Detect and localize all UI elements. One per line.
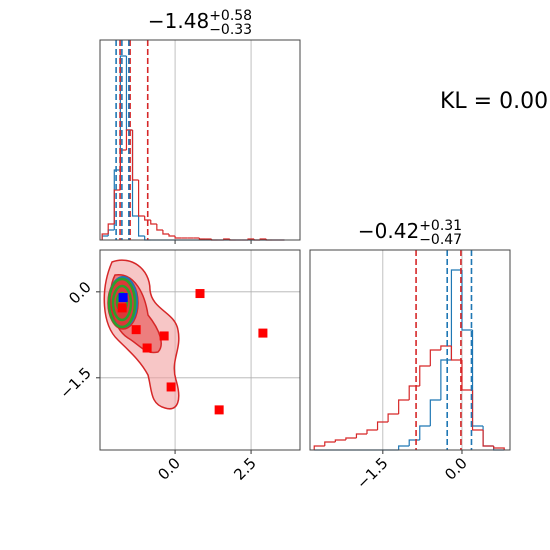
marker [195, 289, 205, 299]
hist-bin [131, 130, 139, 217]
hist-bin [174, 236, 182, 239]
axes-frame [99, 249, 301, 451]
hist-bin [440, 359, 452, 400]
hist-bin [450, 346, 462, 361]
marker [258, 328, 268, 338]
hist-bin [429, 399, 441, 426]
hist-bin [461, 270, 473, 331]
hist-bin [482, 430, 494, 447]
hist-bin [107, 229, 115, 236]
hist-bin [345, 437, 357, 440]
hist-bin [482, 426, 494, 447]
hist-bin [313, 445, 325, 450]
hist-bin [398, 399, 410, 414]
y-tick-label: 0.0 [65, 278, 95, 308]
panel-title: −0.42+0.31 −0.47 [358, 218, 462, 248]
x-tick-label: 0.0 [154, 454, 184, 484]
marker [159, 331, 169, 341]
marker [142, 343, 152, 353]
title-value: −0.42 [358, 219, 419, 243]
panel: −1.5 0.0 [313, 250, 505, 493]
hist-bin [334, 439, 346, 442]
hist-bin [366, 429, 378, 434]
hist-bin [131, 130, 139, 181]
hist-bin [376, 421, 389, 430]
hist-bin [440, 345, 452, 350]
title-lower: −0.33 [209, 22, 252, 38]
hist-bin [162, 230, 169, 235]
hist-bin [450, 269, 462, 360]
hist-bin [398, 445, 410, 450]
title-upper: +0.58 [209, 8, 252, 24]
hist-bin [471, 390, 484, 431]
x-tick-label: 2.5 [230, 454, 260, 484]
title-lower: −0.47 [419, 232, 462, 248]
hist-bin [198, 238, 206, 240]
hist-bin [461, 360, 473, 391]
marker [214, 405, 224, 415]
hist-bin [168, 234, 176, 237]
hist-bin [408, 439, 420, 446]
hist-bin [355, 433, 367, 438]
x-tick-label: 0.0 [441, 454, 471, 484]
axes-frame [309, 249, 511, 451]
contour-green [107, 277, 137, 329]
axes-frame [99, 39, 301, 241]
hist-bin [408, 385, 420, 400]
hist-bin [156, 224, 163, 231]
hist-bin [493, 446, 505, 450]
hist-bin [107, 223, 115, 234]
hist-bin [471, 330, 484, 427]
hist-bin [101, 235, 109, 240]
hist-bin [150, 220, 157, 225]
hist-bin [144, 216, 151, 221]
title-value: −1.48 [148, 9, 209, 33]
marker [117, 303, 127, 313]
panel-title: −1.48+0.58 −0.33 [148, 8, 252, 38]
hist-bin [138, 216, 145, 237]
hist-bin [113, 189, 121, 224]
marker [166, 382, 176, 392]
marker [131, 325, 141, 335]
title-upper: +0.31 [419, 218, 462, 234]
kl-annotation: KL = 0.00 [440, 89, 548, 114]
hist-bin [101, 233, 109, 240]
marker [118, 293, 128, 303]
y-tick-label: −1.5 [56, 364, 94, 402]
hist-bin [138, 180, 145, 217]
contour-green [111, 284, 133, 322]
x-tick-label: −1.5 [353, 454, 391, 492]
hist-bin [429, 349, 441, 366]
hist-bin [324, 441, 336, 446]
hist-bin [387, 413, 399, 422]
panel [101, 40, 285, 244]
panel: 0.0 2.5 0.0 −1.5 [56, 250, 300, 484]
hist-bin [419, 365, 431, 386]
hist-bin [419, 425, 431, 440]
